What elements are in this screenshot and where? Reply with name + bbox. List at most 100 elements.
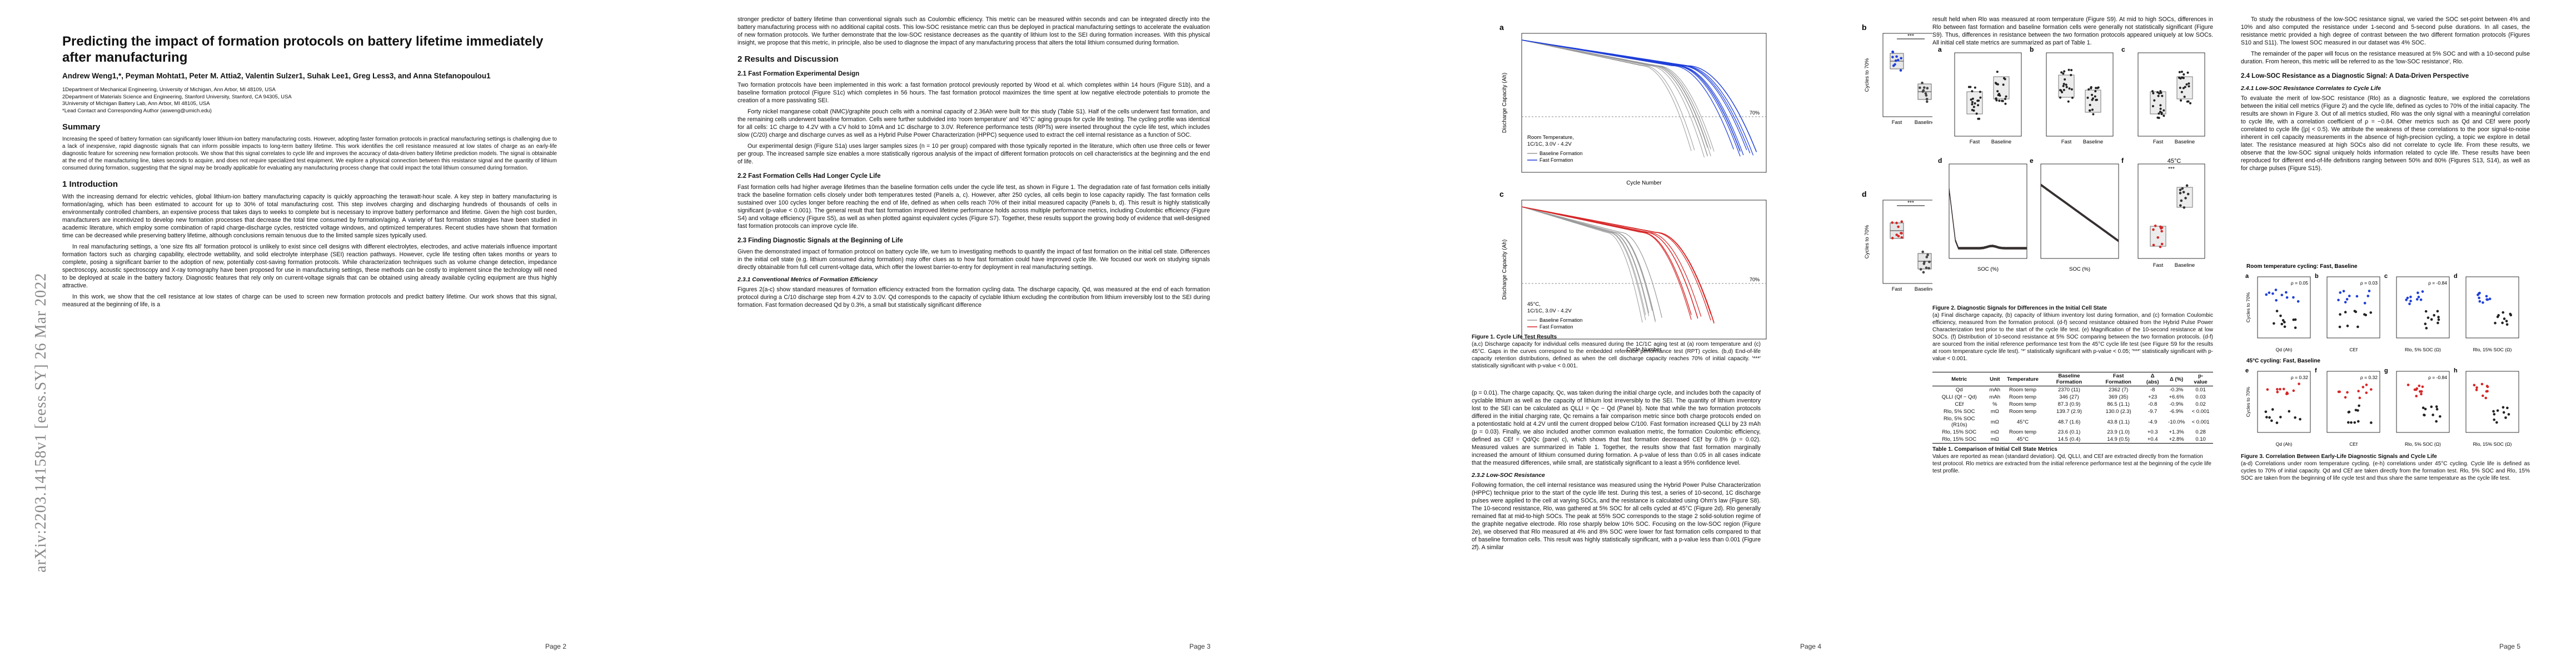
data-point xyxy=(2090,87,2092,89)
corresponding-author[interactable]: *Lead Contact and Corresponding Author (… xyxy=(62,107,212,114)
data-point xyxy=(1895,221,1898,225)
data-point xyxy=(1926,87,1929,89)
data-point xyxy=(2358,396,2361,400)
panel-letter: c xyxy=(2384,273,2388,280)
data-point xyxy=(2419,390,2421,393)
data-point xyxy=(2370,421,2373,424)
data-point xyxy=(2159,245,2162,248)
affiliation-2: 2Department of Materials Science and Eng… xyxy=(62,93,292,100)
data-point xyxy=(2005,95,2007,98)
table-1-body: Qd mAh Room temp 2370 (11) 2362 (7) -8 -0.3% 0.… xyxy=(1932,386,2213,444)
table-1-header-cell: Unit xyxy=(1990,376,2000,382)
data-point xyxy=(2065,86,2068,88)
page-5: result held when Rlo was measured at roo… xyxy=(1932,0,2576,667)
data-point xyxy=(2184,86,2186,88)
correlation-label: ρ = 0.32 xyxy=(2360,375,2378,380)
data-point xyxy=(2439,415,2442,418)
table-cell: mAh xyxy=(1989,394,2001,400)
data-point xyxy=(2279,314,2282,317)
affiliation-1: 1Department of Mechanical Engineering, U… xyxy=(62,87,276,93)
data-point xyxy=(2160,230,2163,233)
data-point xyxy=(1923,260,1926,263)
paper-title: Predicting the impact of formation proto… xyxy=(62,34,544,65)
data-point xyxy=(1921,250,1924,253)
x-axis-label: Qd (Ah) xyxy=(2276,347,2293,352)
table-cell: 346 (27) xyxy=(2059,394,2079,400)
data-point xyxy=(2070,69,2073,72)
data-point xyxy=(2424,310,2428,313)
data-point xyxy=(2091,93,2094,96)
data-point xyxy=(2183,206,2186,209)
data-point xyxy=(2181,76,2184,79)
data-point xyxy=(1891,51,1895,54)
data-point xyxy=(2152,243,2155,247)
table-row: Rlo, 5% SOC (R10s) mΩ 45°C 48.7 (1.6) 43.8 (… xyxy=(1932,415,2213,429)
row-title: 45°C cycling: Fast, Baseline xyxy=(2246,358,2320,364)
plot-frame xyxy=(2326,276,2380,339)
data-point xyxy=(2346,391,2349,394)
data-point xyxy=(1922,86,1926,89)
p3-paragraph-21a: Two formation protocols have been implem… xyxy=(738,82,1210,104)
data-point xyxy=(2294,318,2297,321)
data-point xyxy=(2060,71,2063,74)
data-point xyxy=(1891,56,1894,58)
baseline-curve xyxy=(2040,185,2119,242)
data-point xyxy=(2275,310,2279,312)
table-cell: Rlo, 5% SOC xyxy=(1944,409,1975,415)
p3-paragraph-23: Given the demonstrated impact of formati… xyxy=(738,248,1210,271)
table-cell: +0.4 xyxy=(2147,436,2158,442)
data-point xyxy=(2179,204,2182,207)
data-point xyxy=(1899,69,1902,72)
data-point xyxy=(2353,310,2356,312)
data-point xyxy=(2087,88,2090,91)
page-4-column: (p = 0.01). The charge capacity, Qc, was… xyxy=(1472,389,1761,555)
data-point xyxy=(1891,221,1894,224)
plot-frame xyxy=(2465,276,2519,339)
panel-letter: c xyxy=(2121,46,2125,53)
data-point xyxy=(2486,385,2489,389)
data-point xyxy=(2424,322,2427,326)
correlation-label: ρ = 0.03 xyxy=(2360,280,2378,286)
data-point xyxy=(2280,322,2284,326)
data-point xyxy=(2062,88,2065,91)
row-title: Room temperature cycling: Fast, Baseline xyxy=(2246,263,2358,270)
table-cell: 43.8 (1.1) xyxy=(2107,419,2130,425)
baseline-curve xyxy=(1949,189,2027,249)
figure-3-caption-title: Figure 3. Correlation Between Early-Life… xyxy=(2241,454,2437,460)
data-point xyxy=(2423,414,2426,417)
data-point xyxy=(2160,242,2164,246)
panel-letter: b xyxy=(2315,273,2319,280)
data-point xyxy=(2418,384,2421,387)
data-point xyxy=(2342,290,2345,293)
data-point xyxy=(2420,392,2423,396)
data-point xyxy=(1900,232,1903,235)
data-point xyxy=(2354,409,2358,412)
data-point xyxy=(2274,288,2278,291)
plot-frame xyxy=(2465,371,2519,433)
page-5-right-column: To study the robustness of the low-SOC r… xyxy=(2241,16,2530,176)
table-row: Rlo, 15% SOC mΩ Room temp 23.6 (0.1) 23.9 (1… xyxy=(1932,429,2213,436)
data-point xyxy=(2275,421,2279,424)
data-point xyxy=(2405,298,2408,301)
data-point xyxy=(1897,235,1900,238)
data-point xyxy=(2070,74,2072,77)
data-point xyxy=(2095,98,2097,101)
data-point xyxy=(2430,405,2433,409)
data-point xyxy=(2158,92,2160,95)
data-point xyxy=(2157,94,2160,97)
data-point xyxy=(1922,271,1925,274)
data-point xyxy=(2509,312,2512,316)
data-point xyxy=(2158,112,2160,115)
table-1-header-cell: p-value xyxy=(2194,373,2208,385)
data-point xyxy=(2346,325,2349,327)
affiliations: 1Department of Mechanical Engineering, U… xyxy=(62,87,557,115)
data-point xyxy=(2344,301,2347,303)
arxiv-stamp: arXiv:2203.14158v1 [eess.SY] 26 Mar 2022 xyxy=(32,272,49,573)
panel-letter: e xyxy=(2030,157,2034,165)
data-point xyxy=(2154,224,2157,227)
x-axis-label: Rlo, 15% SOC (Ω) xyxy=(2473,347,2512,352)
section-2-4-heading: 2.4 Low-SOC Resistance as a Diagnostic S… xyxy=(2241,73,2469,79)
data-point xyxy=(2406,384,2410,386)
data-point xyxy=(2353,421,2356,424)
data-point xyxy=(1970,98,1972,101)
